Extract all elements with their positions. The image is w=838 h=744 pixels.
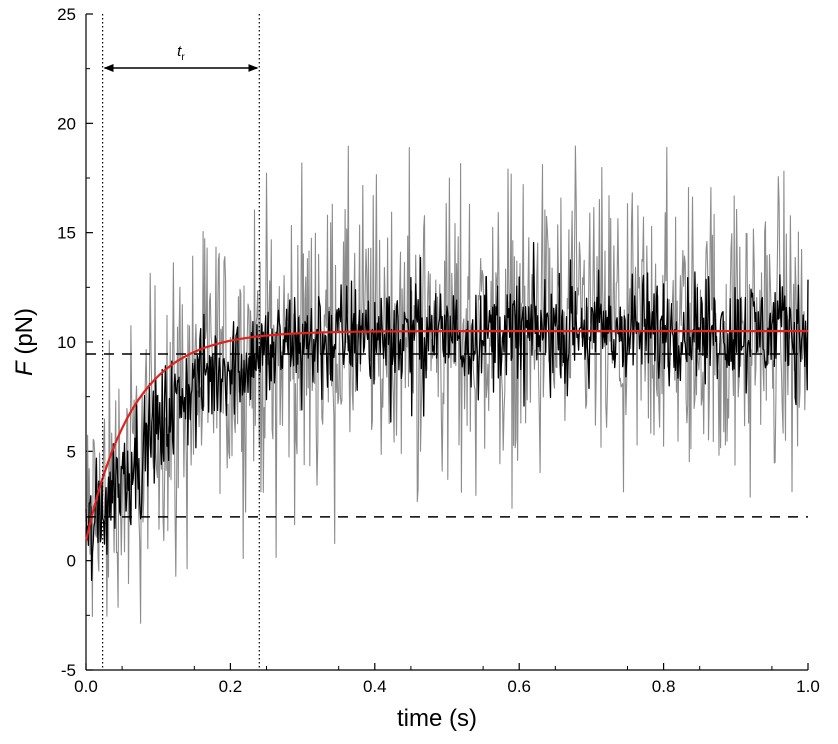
y-tick-label: 20	[57, 114, 76, 133]
y-tick-label: 25	[57, 5, 76, 24]
y-tick-label: -5	[61, 661, 76, 680]
x-tick-label: 0.0	[74, 677, 98, 696]
x-tick-label: 0.6	[507, 677, 531, 696]
x-axis-ticks: 0.0 0.2 0.4 0.6 0.8 1.0	[74, 663, 820, 696]
rise-time-label: tr	[177, 43, 185, 63]
x-tick-label: 0.2	[219, 677, 243, 696]
y-axis-unit: (pN)	[11, 308, 38, 361]
rise-time-subscript: r	[181, 52, 185, 63]
axes: 0.0 0.2 0.4 0.6 0.8 1.0 -5 0 5 10 15 20 25	[57, 5, 820, 696]
y-axis-symbol: F	[11, 360, 38, 376]
y-tick-label: 0	[67, 552, 76, 571]
reference-lines	[86, 14, 808, 670]
series-line-black-averaged-trace	[85, 241, 809, 582]
series-line-gray-noisy-trace	[85, 145, 809, 624]
x-tick-label: 0.4	[363, 677, 387, 696]
y-tick-label: 5	[67, 442, 76, 461]
x-tick-label: 0.8	[652, 677, 676, 696]
y-tick-label: 10	[57, 333, 76, 352]
rise-time-annotation: tr	[103, 43, 259, 72]
rise-time-symbol: t	[177, 43, 182, 60]
plot-area	[84, 145, 809, 624]
x-tick-label: 1.0	[796, 677, 820, 696]
x-axis-title: time (s)	[397, 705, 477, 732]
y-tick-label: 15	[57, 224, 76, 243]
y-axis-ticks: -5 0 5 10 15 20 25	[57, 5, 93, 680]
series-line-red-exponential-fit	[84, 330, 808, 542]
y-axis-title: F (pN)	[11, 308, 38, 376]
